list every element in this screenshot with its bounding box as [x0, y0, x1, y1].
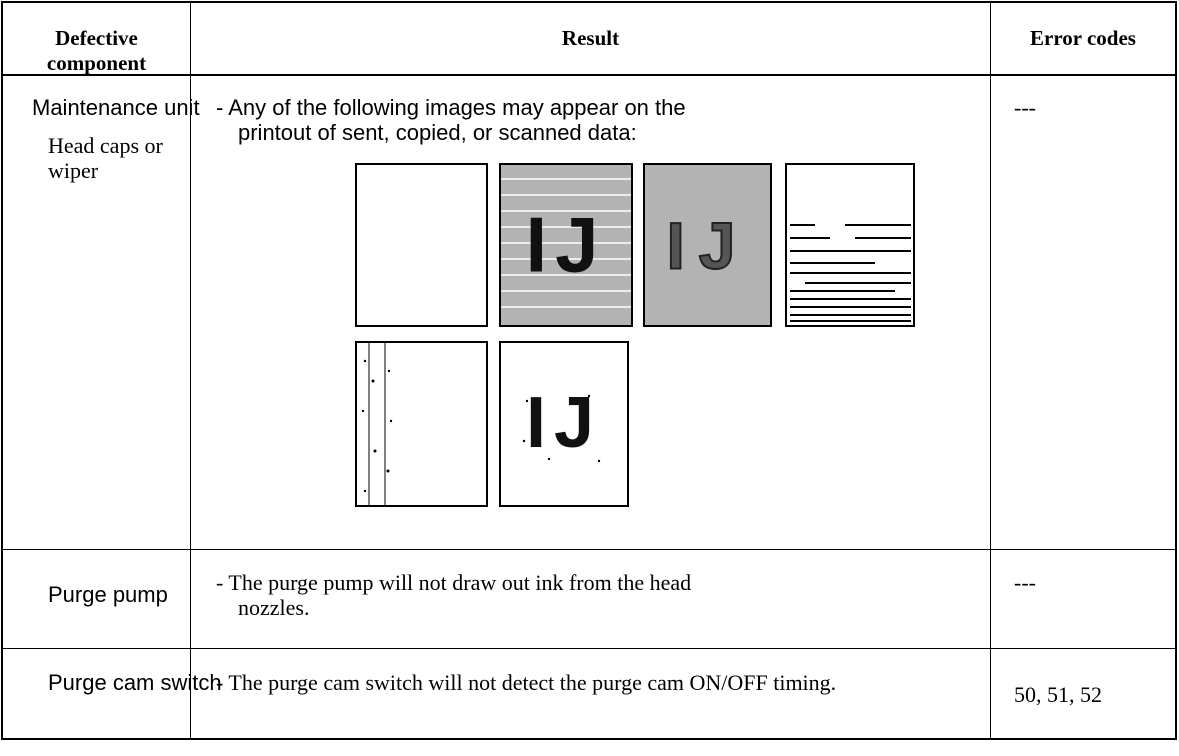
sample-vertical: [355, 341, 488, 507]
image-label: IJ: [666, 208, 749, 282]
sample-gray: IJ: [643, 163, 772, 327]
border: [1, 549, 1177, 550]
border: [1, 648, 1177, 649]
error-codes: ---: [1014, 570, 1036, 595]
sample-stripes: IJ: [499, 163, 633, 327]
result: - Any of the following images may appear…: [216, 95, 686, 145]
image-label: IJ: [525, 201, 606, 289]
border: [1, 738, 1177, 740]
error-codes: 50, 51, 52: [1014, 682, 1102, 707]
sample-dropout: [785, 163, 915, 327]
border: [990, 1, 991, 740]
component: Purge pump: [48, 582, 168, 607]
result: - The purge cam switch will not detect t…: [216, 670, 837, 695]
header-cell: Defective component: [46, 26, 147, 75]
border: [1, 1, 3, 740]
error-codes: ---: [1014, 95, 1036, 120]
subcomponent: Head caps or wiper: [48, 133, 163, 183]
result: - The purge pump will not draw out ink f…: [216, 570, 692, 620]
sample-speckle: IJ: [499, 341, 629, 507]
border: [1, 74, 1177, 76]
component: Purge cam switch: [48, 670, 222, 695]
header-cell: Error codes: [1030, 26, 1136, 50]
border: [190, 1, 191, 740]
component: Maintenance unit: [32, 95, 200, 120]
border: [1, 1, 1177, 3]
border: [1175, 1, 1177, 740]
image-label: IJ: [526, 383, 602, 463]
header-cell: Result: [561, 26, 620, 50]
sample-blank: [355, 163, 488, 327]
